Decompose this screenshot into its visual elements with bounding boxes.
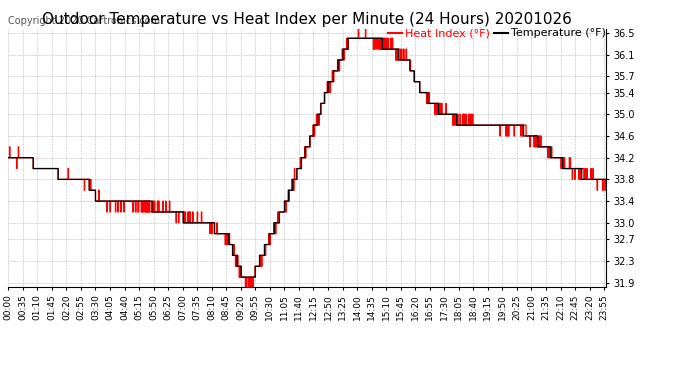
Heat Index (°F) [123, 199, 131, 203]
Heat Index (°F) [479, 123, 487, 128]
Title: Outdoor Temperature vs Heat Index per Minute (24 Hours) 20201026: Outdoor Temperature vs Heat Index per Mi… [42, 12, 572, 27]
Heat Index (°F) [241, 286, 250, 290]
Line: Heat Index (°F): Heat Index (°F) [8, 27, 606, 288]
Temperature (°F) [237, 275, 246, 279]
Heat Index (°F) [531, 145, 540, 149]
Heat Index (°F) [204, 220, 212, 225]
Heat Index (°F) [137, 210, 146, 214]
Temperature (°F) [123, 199, 131, 203]
Temperature (°F) [531, 134, 540, 138]
Legend: Heat Index (°F), Temperature (°F): Heat Index (°F), Temperature (°F) [388, 28, 606, 39]
Temperature (°F) [479, 123, 487, 128]
Temperature (°F) [204, 220, 212, 225]
Temperature (°F) [401, 58, 409, 62]
Heat Index (°F) [602, 177, 610, 182]
Heat Index (°F) [4, 155, 12, 160]
Temperature (°F) [4, 155, 12, 160]
Heat Index (°F) [401, 58, 409, 62]
Temperature (°F) [602, 177, 610, 182]
Temperature (°F) [137, 199, 146, 203]
Line: Temperature (°F): Temperature (°F) [8, 38, 606, 277]
Heat Index (°F) [354, 25, 362, 30]
Text: Copyright 2020 Cartronics.com: Copyright 2020 Cartronics.com [8, 16, 160, 26]
Temperature (°F) [344, 36, 352, 40]
